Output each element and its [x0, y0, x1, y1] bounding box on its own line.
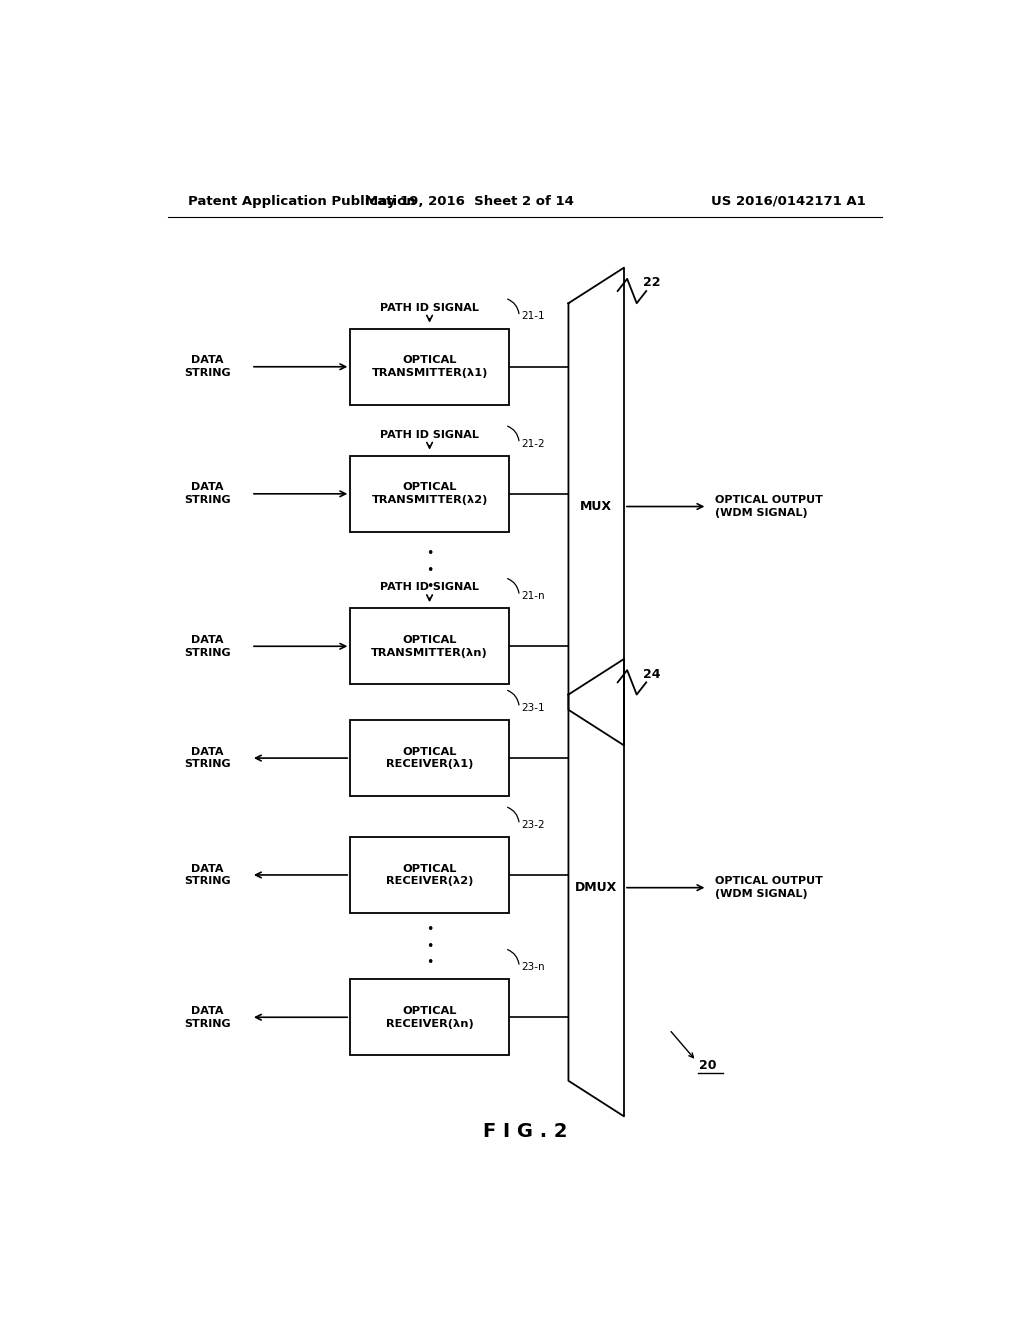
Text: •: • — [426, 548, 433, 560]
Bar — [350, 329, 509, 405]
Text: DATA
STRING: DATA STRING — [184, 747, 230, 770]
Text: DMUX: DMUX — [575, 882, 617, 894]
Text: •: • — [426, 564, 433, 577]
Text: •: • — [426, 579, 433, 593]
Text: 20: 20 — [699, 1059, 717, 1072]
Text: Patent Application Publication: Patent Application Publication — [187, 194, 416, 207]
Text: 24: 24 — [643, 668, 660, 681]
Text: May 19, 2016  Sheet 2 of 14: May 19, 2016 Sheet 2 of 14 — [365, 194, 573, 207]
Text: OPTICAL
TRANSMITTER(λ1): OPTICAL TRANSMITTER(λ1) — [372, 355, 487, 378]
Text: DATA
STRING: DATA STRING — [184, 1006, 230, 1028]
Text: OPTICAL OUTPUT
(WDM SIGNAL): OPTICAL OUTPUT (WDM SIGNAL) — [715, 876, 823, 899]
Text: OPTICAL
TRANSMITTER(λ2): OPTICAL TRANSMITTER(λ2) — [372, 482, 487, 506]
Text: •: • — [426, 940, 433, 953]
Text: DATA
STRING: DATA STRING — [184, 482, 230, 506]
Text: OPTICAL OUTPUT
(WDM SIGNAL): OPTICAL OUTPUT (WDM SIGNAL) — [715, 495, 823, 517]
Text: PATH ID SIGNAL: PATH ID SIGNAL — [380, 430, 479, 440]
Text: PATH ID SIGNAL: PATH ID SIGNAL — [380, 582, 479, 593]
Bar — [350, 609, 509, 684]
Text: 23-2: 23-2 — [521, 820, 545, 830]
Text: 21-2: 21-2 — [521, 438, 545, 449]
Text: OPTICAL
RECEIVER(λn): OPTICAL RECEIVER(λn) — [386, 1006, 473, 1028]
Text: 23-1: 23-1 — [521, 702, 545, 713]
Text: F I G . 2: F I G . 2 — [482, 1122, 567, 1140]
Text: 21-1: 21-1 — [521, 312, 545, 322]
Text: 22: 22 — [643, 276, 660, 289]
Text: PATH ID SIGNAL: PATH ID SIGNAL — [380, 302, 479, 313]
Text: OPTICAL
TRANSMITTER(λn): OPTICAL TRANSMITTER(λn) — [371, 635, 488, 657]
Text: DATA
STRING: DATA STRING — [184, 635, 230, 657]
Text: OPTICAL
RECEIVER(λ1): OPTICAL RECEIVER(λ1) — [386, 747, 473, 770]
Text: •: • — [426, 924, 433, 936]
Bar — [350, 979, 509, 1056]
Text: •: • — [426, 956, 433, 969]
Text: DATA
STRING: DATA STRING — [184, 355, 230, 378]
Text: OPTICAL
RECEIVER(λ2): OPTICAL RECEIVER(λ2) — [386, 863, 473, 886]
Text: US 2016/0142171 A1: US 2016/0142171 A1 — [712, 194, 866, 207]
Text: DATA
STRING: DATA STRING — [184, 863, 230, 886]
Bar — [350, 455, 509, 532]
Text: 21-n: 21-n — [521, 591, 545, 601]
Bar — [350, 719, 509, 796]
Text: MUX: MUX — [581, 500, 612, 513]
Bar — [350, 837, 509, 913]
Text: 23-n: 23-n — [521, 962, 545, 972]
